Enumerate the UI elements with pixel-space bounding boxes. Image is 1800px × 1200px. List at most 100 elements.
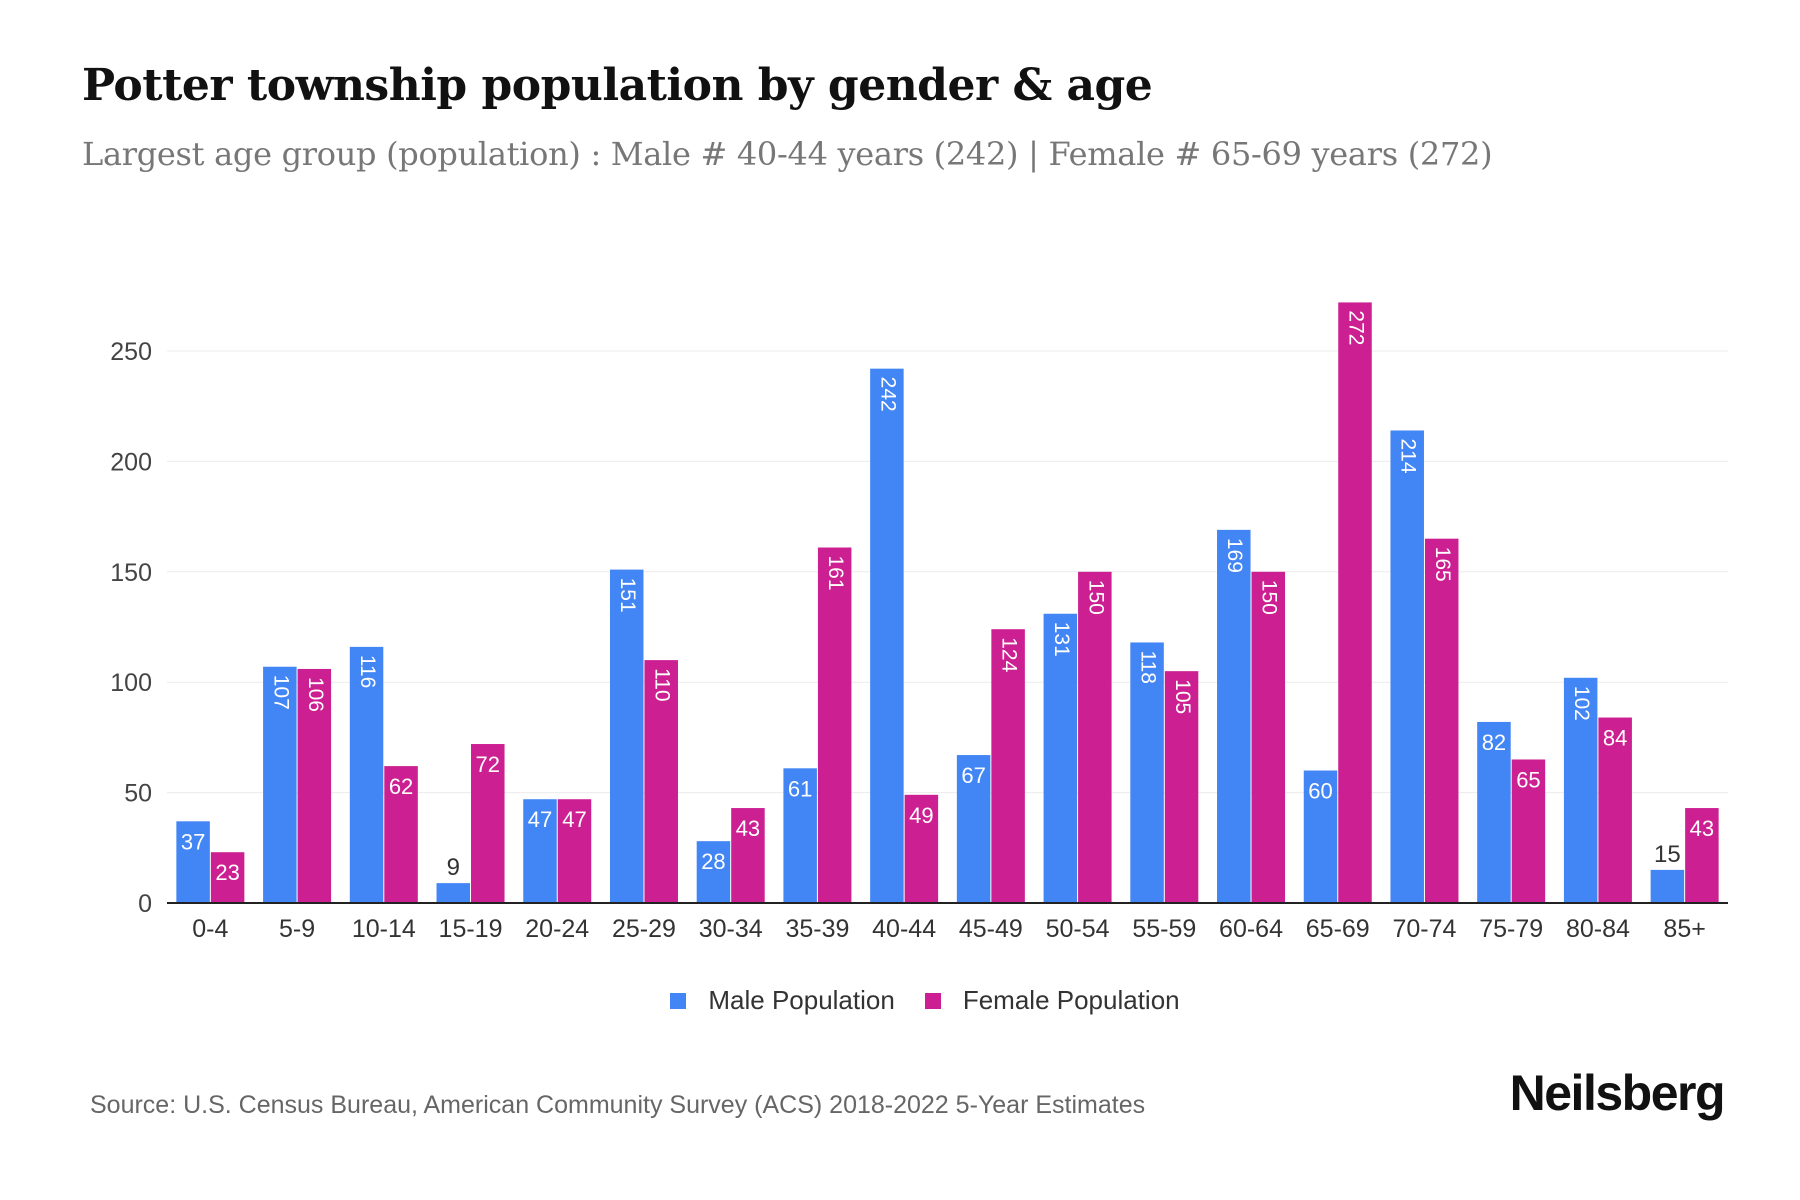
x-tick-label: 25-29 bbox=[612, 915, 676, 943]
x-tick-label: 20-24 bbox=[525, 915, 589, 943]
data-label: 118 bbox=[1137, 650, 1160, 683]
male-bar bbox=[1563, 677, 1598, 903]
data-label: 67 bbox=[961, 763, 985, 788]
data-label: 43 bbox=[1690, 816, 1714, 841]
y-tick-label: 0 bbox=[138, 890, 152, 918]
female-bar bbox=[817, 547, 852, 903]
male-bar bbox=[1130, 642, 1164, 903]
data-label: 61 bbox=[788, 776, 812, 801]
male-bar bbox=[1043, 613, 1078, 903]
source-note: Source: U.S. Census Bureau, American Com… bbox=[90, 1091, 1146, 1119]
female-bar bbox=[210, 852, 245, 903]
legend-label-female: Female Population bbox=[962, 985, 1180, 1015]
female-bar bbox=[1598, 717, 1632, 903]
female-bar bbox=[904, 794, 939, 903]
chart-title: Potter township population by gender & a… bbox=[82, 60, 1153, 111]
female-bar bbox=[384, 766, 418, 903]
legend-swatch-male bbox=[670, 992, 687, 1009]
legend-item-female[interactable]: Female Population bbox=[924, 985, 1180, 1016]
male-bar bbox=[1303, 770, 1338, 903]
legend: Male Population Female Population bbox=[0, 985, 1800, 1016]
legend-label-male: Male Population bbox=[708, 985, 895, 1015]
data-label: 28 bbox=[701, 849, 725, 874]
data-label: 150 bbox=[1258, 580, 1281, 615]
x-tick-label: 45-49 bbox=[959, 915, 1023, 943]
chart-subtitle: Largest age group (population) : Male # … bbox=[82, 135, 1493, 173]
data-label: 124 bbox=[998, 637, 1021, 672]
x-tick-label: 35-39 bbox=[785, 915, 849, 943]
x-tick-label: 15-19 bbox=[439, 915, 503, 943]
x-tick-label: 50-54 bbox=[1046, 915, 1110, 943]
y-tick-label: 250 bbox=[110, 338, 152, 366]
male-bar bbox=[783, 768, 817, 903]
male-bar bbox=[349, 646, 384, 903]
data-label: 47 bbox=[562, 807, 586, 832]
data-label: 60 bbox=[1308, 779, 1332, 804]
y-tick-label: 50 bbox=[124, 780, 152, 808]
x-tick-label: 60-64 bbox=[1219, 915, 1283, 943]
data-label: 165 bbox=[1431, 547, 1454, 582]
female-bar bbox=[991, 629, 1025, 903]
x-tick-label: 75-79 bbox=[1479, 915, 1543, 943]
data-label: 151 bbox=[616, 578, 639, 613]
female-bar bbox=[1424, 538, 1459, 903]
data-label: 15 bbox=[1654, 841, 1681, 868]
data-label: 62 bbox=[389, 774, 413, 799]
male-bar bbox=[1390, 430, 1424, 903]
y-tick-label: 150 bbox=[110, 559, 152, 587]
female-bar bbox=[471, 744, 505, 903]
male-bar bbox=[263, 666, 297, 903]
y-tick-label: 100 bbox=[110, 669, 152, 697]
female-bar bbox=[644, 660, 678, 903]
male-bar bbox=[176, 821, 210, 903]
data-label: 214 bbox=[1397, 438, 1420, 473]
data-label: 9 bbox=[447, 854, 460, 881]
neilsberg-logo: Neilsberg bbox=[1509, 1065, 1726, 1121]
male-bar bbox=[696, 841, 731, 903]
male-bar bbox=[436, 883, 471, 903]
female-bar bbox=[731, 808, 765, 903]
data-label: 169 bbox=[1223, 538, 1246, 573]
x-tick-label: 70-74 bbox=[1392, 915, 1456, 943]
x-tick-label: 40-44 bbox=[872, 915, 936, 943]
y-tick-label: 200 bbox=[110, 448, 152, 476]
data-label: 37 bbox=[181, 829, 205, 854]
female-bar bbox=[1338, 302, 1372, 903]
male-bar bbox=[870, 368, 904, 903]
female-bar bbox=[1078, 571, 1112, 903]
male-bar bbox=[1477, 721, 1511, 903]
data-label: 84 bbox=[1603, 726, 1627, 751]
data-label: 110 bbox=[651, 668, 674, 701]
data-label: 105 bbox=[1171, 679, 1194, 714]
data-label: 65 bbox=[1516, 767, 1540, 792]
x-tick-label: 10-14 bbox=[352, 915, 416, 943]
male-bar bbox=[1217, 529, 1251, 903]
x-tick-label: 55-59 bbox=[1132, 915, 1196, 943]
data-label: 47 bbox=[528, 807, 552, 832]
data-label: 102 bbox=[1570, 686, 1593, 721]
data-label: 23 bbox=[215, 860, 239, 885]
male-bar bbox=[1650, 869, 1685, 903]
x-tick-label: 80-84 bbox=[1566, 915, 1630, 943]
x-tick-label: 85+ bbox=[1663, 915, 1705, 943]
male-bar bbox=[956, 755, 991, 903]
data-label: 43 bbox=[736, 816, 760, 841]
data-label: 272 bbox=[1344, 310, 1367, 345]
data-label: 72 bbox=[476, 752, 500, 777]
x-tick-label: 30-34 bbox=[699, 915, 763, 943]
x-tick-label: 65-69 bbox=[1306, 915, 1370, 943]
data-label: 242 bbox=[876, 377, 899, 412]
legend-item-male[interactable]: Male Population bbox=[670, 985, 895, 1016]
data-label: 116 bbox=[356, 655, 379, 688]
data-label: 107 bbox=[269, 675, 292, 710]
female-bar bbox=[1164, 671, 1199, 903]
female-bar bbox=[1511, 759, 1546, 903]
x-tick-label: 5-9 bbox=[279, 915, 315, 943]
data-label: 106 bbox=[304, 677, 327, 712]
data-label: 82 bbox=[1482, 730, 1506, 755]
female-bar bbox=[297, 668, 332, 903]
male-bar bbox=[523, 799, 557, 903]
x-tick-label: 0-4 bbox=[192, 915, 228, 943]
female-bar bbox=[1685, 808, 1719, 903]
